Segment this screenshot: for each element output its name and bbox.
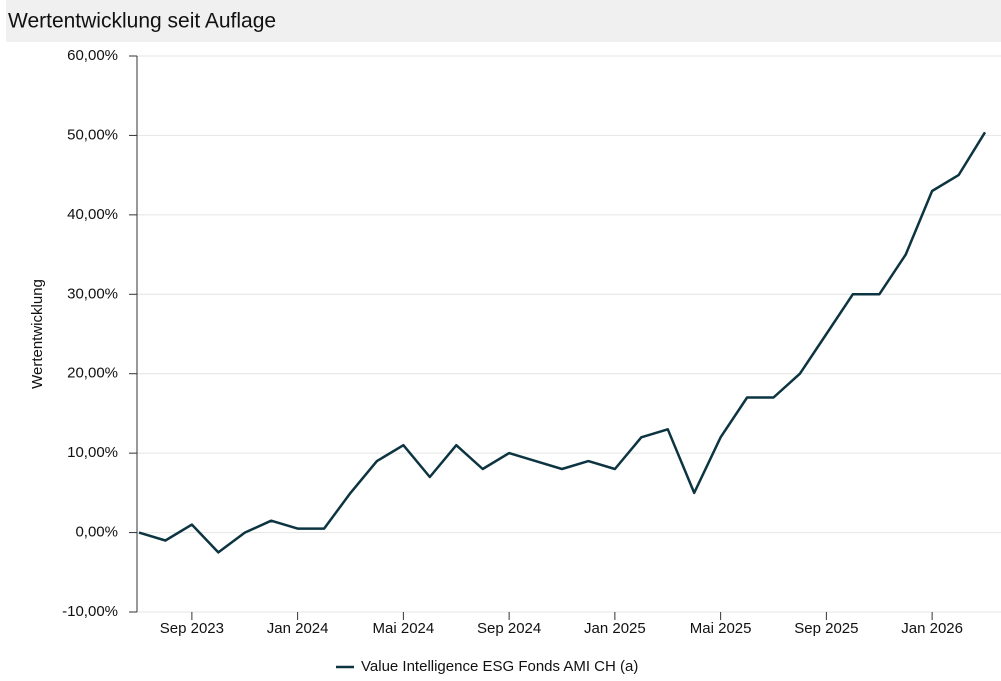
- header-bar: [6, 0, 1001, 42]
- legend-label: Value Intelligence ESG Fonds AMI CH (a): [361, 658, 638, 675]
- y-axis-label: Wertentwicklung: [29, 279, 46, 389]
- x-tick-label: Mai 2024: [373, 620, 435, 637]
- x-tick-label: Sep 2023: [160, 620, 224, 637]
- series-line: [138, 131, 987, 554]
- y-tick-label: 20,00%: [67, 365, 118, 382]
- x-tick-label: Jan 2025: [584, 620, 646, 637]
- y-tick-label: 30,00%: [67, 285, 118, 302]
- y-tick-label: 60,00%: [67, 47, 118, 64]
- y-tick-label: 0,00%: [75, 524, 118, 541]
- x-tick-label: Jan 2024: [267, 620, 329, 637]
- x-tick-label: Jan 2026: [901, 620, 963, 637]
- y-tick-label: 10,00%: [67, 444, 118, 461]
- y-tick-label: 40,00%: [67, 206, 118, 223]
- y-tick-label: 50,00%: [67, 126, 118, 143]
- y-tick-label: -10,00%: [62, 603, 118, 620]
- x-tick-label: Sep 2025: [794, 620, 858, 637]
- x-tick-label: Sep 2024: [477, 620, 541, 637]
- chart-title: Wertentwicklung seit Auflage: [8, 10, 276, 33]
- x-tick-label: Mai 2025: [690, 620, 752, 637]
